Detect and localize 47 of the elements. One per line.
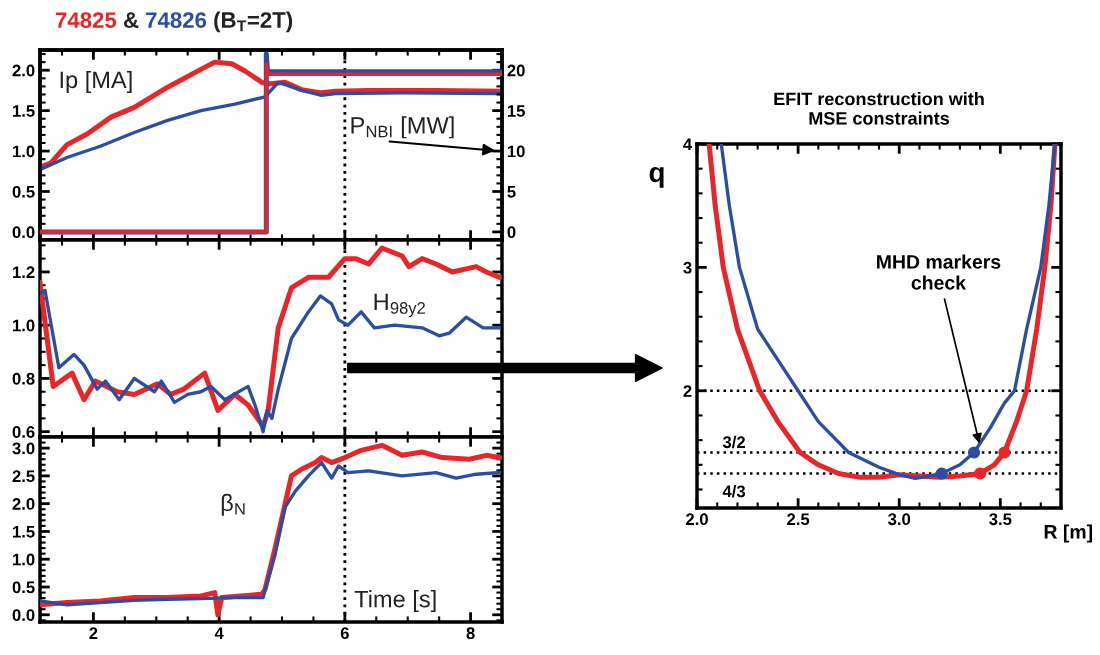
annotation: β$_{N}$ (221, 493, 245, 516)
text: (B$_{T}$=2T) (214, 11, 293, 33)
y-tick-label: 0.0 (12, 609, 35, 621)
annotation: Ip [MA] (60, 70, 132, 93)
y-tick-label: 2 (683, 385, 692, 397)
y-tick-label: 1.2 (13, 266, 35, 278)
annotation: 3/2 (722, 435, 745, 449)
y-tick-label: 1.5 (13, 105, 35, 117)
y-axis-title: q (649, 166, 664, 188)
annotation: Time [s] (354, 590, 436, 613)
x-axis-title: R [m] (1044, 524, 1093, 543)
x-tick-label: 2.5 (787, 513, 810, 526)
y-tick-label: 4 (683, 138, 693, 151)
chart-title: EFIT reconstruction with MSE constraints (774, 92, 984, 125)
x-tick-label: 6 (340, 627, 349, 640)
y-tick-label: 1.0 (13, 553, 35, 566)
y-tick-label: 3.0 (12, 442, 35, 455)
y-tick-label: 3 (683, 261, 692, 274)
y-tick-label: 0.8 (12, 372, 35, 385)
y-tick-label: 2.0 (12, 64, 35, 77)
y-tick-label: 1.0 (13, 145, 35, 158)
x-tick-label: 3.5 (989, 513, 1012, 526)
annotation: H$_{98y2}$ (374, 293, 425, 318)
y-tick-label: 0.6 (12, 426, 35, 438)
x-tick-label: 4 (214, 627, 224, 639)
y-tick-label: 0.5 (12, 581, 35, 594)
x-tick-label: 3.0 (888, 513, 911, 526)
y2-tick-label: 20 (507, 64, 525, 77)
line-series (40, 288, 502, 434)
x-tick-label: 8 (466, 627, 475, 640)
x-tick-label: 2 (89, 627, 98, 639)
y-tick-label: 1.5 (13, 526, 35, 538)
y2-tick-label: 15 (507, 105, 525, 117)
y-tick-label: 1.0 (13, 319, 35, 332)
annotation: MHD markers check (877, 254, 1001, 290)
text: 74826 (146, 12, 207, 28)
y-tick-label: 2.0 (12, 498, 35, 510)
y2-tick-label: 0 (507, 226, 516, 239)
y-tick-label: 0.5 (12, 185, 35, 198)
y2-tick-label: 5 (507, 186, 516, 198)
text: 74825 (55, 12, 117, 28)
y2-tick-label: 10 (507, 145, 525, 158)
annotation: 4/3 (722, 485, 746, 498)
y-tick-label: 2.5 (12, 470, 35, 483)
annotation: P$_{NBI}$ [MW] (351, 116, 454, 139)
y-tick-label: 0.0 (12, 226, 35, 239)
text: & (123, 12, 139, 28)
